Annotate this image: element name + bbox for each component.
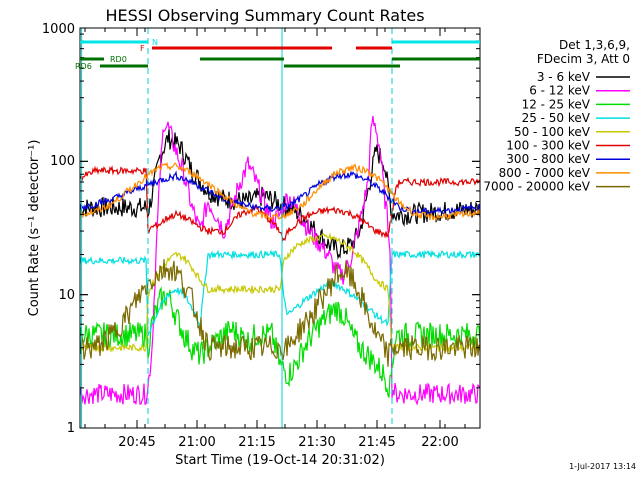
series-line-7000-20000keV <box>79 259 481 367</box>
series-line-6-12keV <box>79 115 481 406</box>
x-tick-label: 22:00 <box>421 435 458 450</box>
chart-title: HESSI Observing Summary Count Rates <box>105 6 424 25</box>
x-tick-label: 21:15 <box>238 435 275 450</box>
legend-label: 100 - 300 keV <box>506 139 590 153</box>
flag-label-rd6: RD6 <box>75 62 92 71</box>
flag-label-n: N <box>152 38 158 47</box>
series-line-100-300keV <box>79 165 481 242</box>
plot-area <box>79 28 481 428</box>
y-tick-label: 10 <box>58 288 75 303</box>
series-line-3-6keV <box>79 128 481 260</box>
series-line-800-7000keV <box>79 161 481 222</box>
y-tick-label: 100 <box>50 154 75 169</box>
x-tick-label: 21:30 <box>298 435 335 450</box>
x-tick-label: 21:00 <box>178 435 215 450</box>
legend-label: 50 - 100 keV <box>514 125 591 139</box>
legend: Det 1,3,6,9, FDecim 3, Att 0 3 - 6 keV6 … <box>483 38 630 194</box>
series-line-300-800keV <box>79 170 481 216</box>
flag-label-rd0: RD0 <box>110 55 127 64</box>
x-tick-label: 20:45 <box>118 435 155 450</box>
plot-frame <box>79 27 481 429</box>
y-tick-label: 1 <box>67 421 75 436</box>
series-line-25-50keV <box>79 249 481 336</box>
legend-label: 300 - 800 keV <box>506 152 590 166</box>
axis-ticks <box>80 27 480 429</box>
legend-label: 7000 - 20000 keV <box>483 180 590 194</box>
footer-timestamp: 1-Jul-2017 13:14 <box>569 462 636 471</box>
legend-label: 12 - 25 keV <box>522 97 591 111</box>
legend-label: 6 - 12 keV <box>529 84 591 98</box>
flag-bars: NF RD0 RD6 <box>75 38 480 71</box>
series-line-12-25keV <box>79 286 481 398</box>
series-line-50-100keV <box>79 232 481 353</box>
legend-header: FDecim 3, Att 0 <box>537 52 630 66</box>
legend-header: Det 1,3,6,9, <box>559 38 630 52</box>
legend-label: 800 - 7000 keV <box>499 166 591 180</box>
x-tick-label: 21:45 <box>358 435 395 450</box>
y-axis-label: Count Rate (s⁻¹ detector⁻¹) <box>27 140 42 317</box>
legend-label: 3 - 6 keV <box>537 70 591 84</box>
flag-label-f: F <box>140 44 145 53</box>
y-tick-label: 1000 <box>42 22 75 37</box>
legend-label: 25 - 50 keV <box>522 111 591 125</box>
x-axis-label: Start Time (19-Oct-14 20:31:02) <box>175 453 385 468</box>
